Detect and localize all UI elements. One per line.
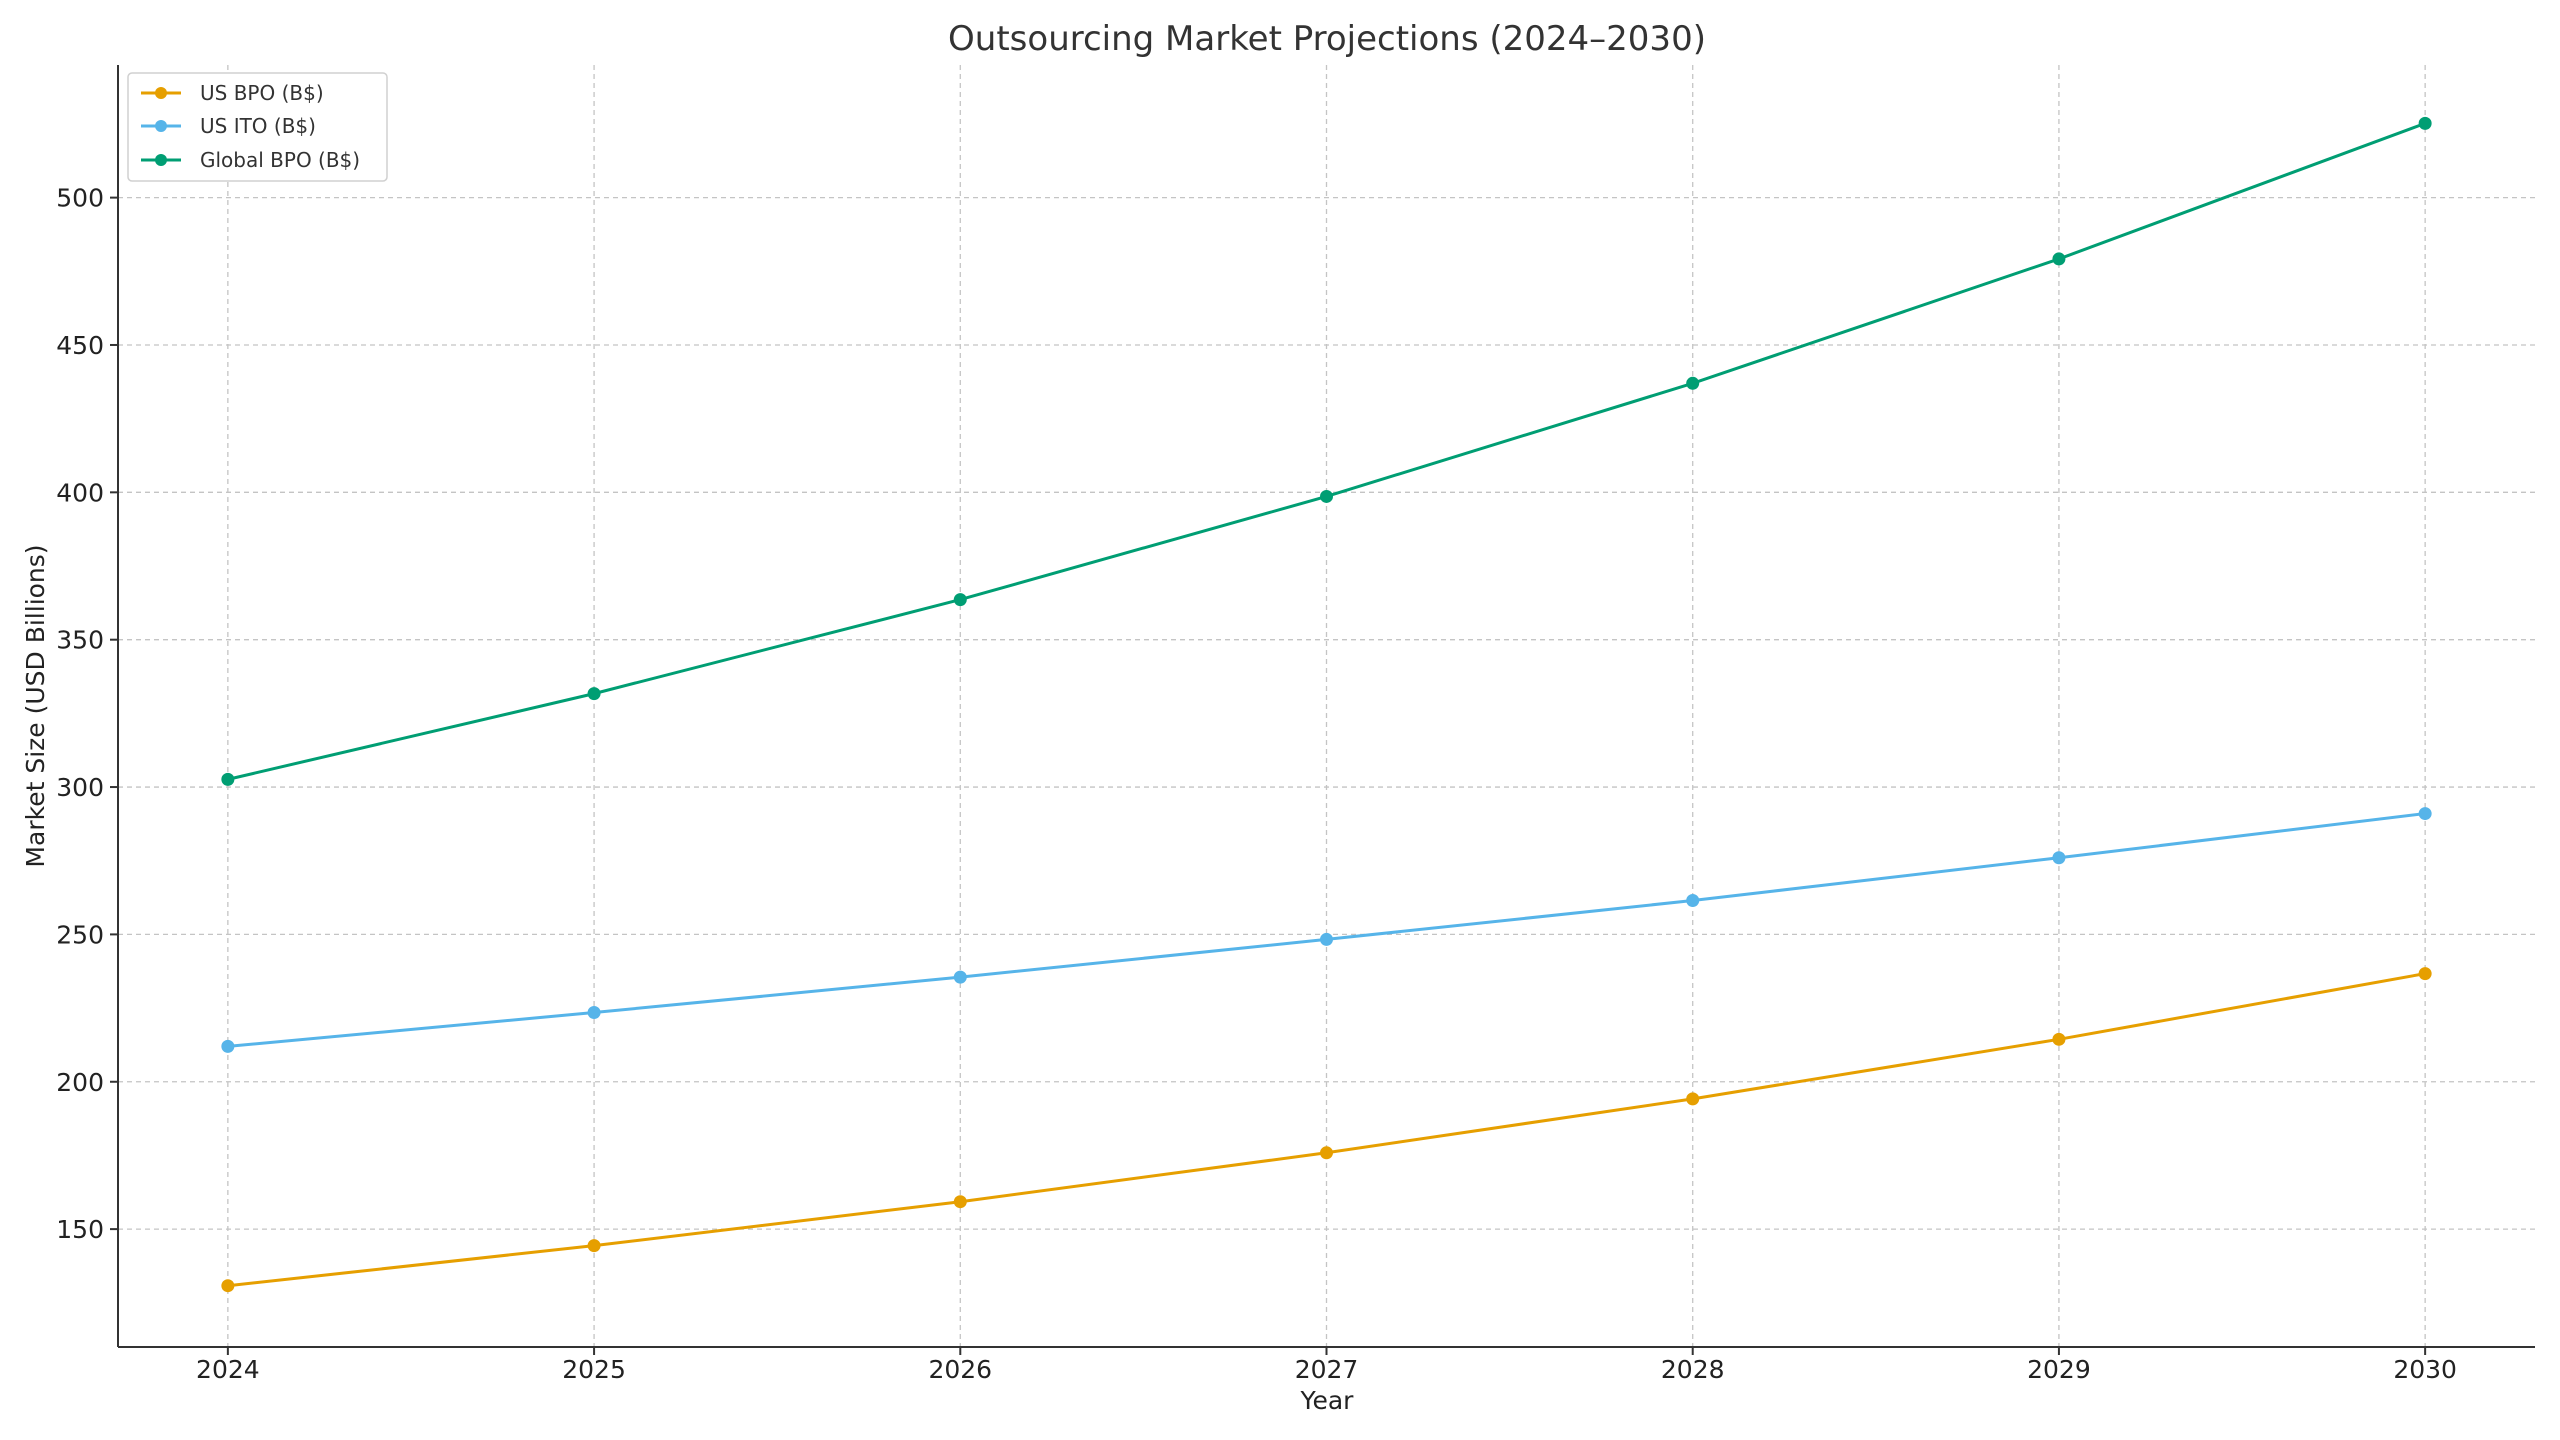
- legend-swatch-marker: [155, 154, 167, 166]
- x-tick-label: 2029: [2027, 1355, 2091, 1384]
- data-point: [1320, 932, 1333, 946]
- ticks: 2024 2025 2026 2027 2028 2029 2030 150 200 250 300…: [56, 184, 2457, 1384]
- legend-box: [127, 72, 388, 182]
- data-point: [953, 1195, 967, 1209]
- x-tick-label: 2024: [196, 1355, 260, 1384]
- legend-swatch-marker: [155, 87, 167, 99]
- y-tick-label: 400: [56, 478, 104, 507]
- data-point: [1686, 894, 1700, 908]
- data-point: [2052, 1032, 2066, 1046]
- legend-label: US ITO (B$): [200, 114, 316, 138]
- data-point: [1686, 376, 1700, 390]
- data-point: [2052, 851, 2066, 865]
- series-us-bpo-b: [221, 967, 2432, 1293]
- legend-entry: US ITO (B$): [141, 114, 316, 138]
- data-point: [587, 1239, 601, 1253]
- x-tick-label: 2025: [562, 1355, 626, 1384]
- x-axis-title: Year: [1300, 1386, 1355, 1415]
- y-tick-label: 500: [56, 184, 104, 213]
- series-global-bpo-b: [221, 116, 2432, 786]
- legend-entry: Global BPO (B$): [141, 148, 360, 172]
- y-axis-title: Market Size (USD Billions): [21, 544, 50, 867]
- data-point: [221, 1279, 235, 1293]
- series-us-ito-b: [221, 807, 2432, 1053]
- data-point: [2418, 967, 2432, 981]
- y-tick-label: 250: [56, 920, 104, 949]
- y-tick-label: 350: [56, 626, 104, 655]
- y-tick-label: 150: [56, 1215, 104, 1244]
- y-tick-label: 450: [56, 331, 104, 360]
- data-point: [1320, 489, 1333, 503]
- legend: US BPO (B$) US ITO (B$) Global BPO (B$): [127, 72, 388, 182]
- data-point: [953, 970, 967, 984]
- data-point: [587, 1006, 601, 1020]
- data-point: [221, 1039, 235, 1053]
- x-tick-label: 2026: [928, 1355, 992, 1384]
- data-point: [221, 772, 235, 786]
- data-point: [1320, 1146, 1333, 1160]
- y-tick-label: 300: [56, 773, 104, 802]
- series: [221, 116, 2432, 1293]
- data-point: [2418, 116, 2432, 130]
- data-point: [587, 687, 601, 701]
- data-point: [2052, 252, 2066, 266]
- x-tick-label: 2030: [2393, 1355, 2457, 1384]
- x-tick-label: 2027: [1295, 1355, 1359, 1384]
- chart-title: Outsourcing Market Projections (2024–203…: [948, 19, 1706, 59]
- data-point: [2418, 807, 2432, 821]
- data-point: [1686, 1092, 1700, 1106]
- y-tick-label: 200: [56, 1068, 104, 1097]
- legend-label: US BPO (B$): [200, 81, 324, 105]
- legend-entry: US BPO (B$): [141, 81, 324, 105]
- x-tick-label: 2028: [1661, 1355, 1725, 1384]
- data-point: [953, 593, 967, 607]
- legend-label: Global BPO (B$): [200, 148, 360, 172]
- legend-swatch-marker: [155, 120, 167, 132]
